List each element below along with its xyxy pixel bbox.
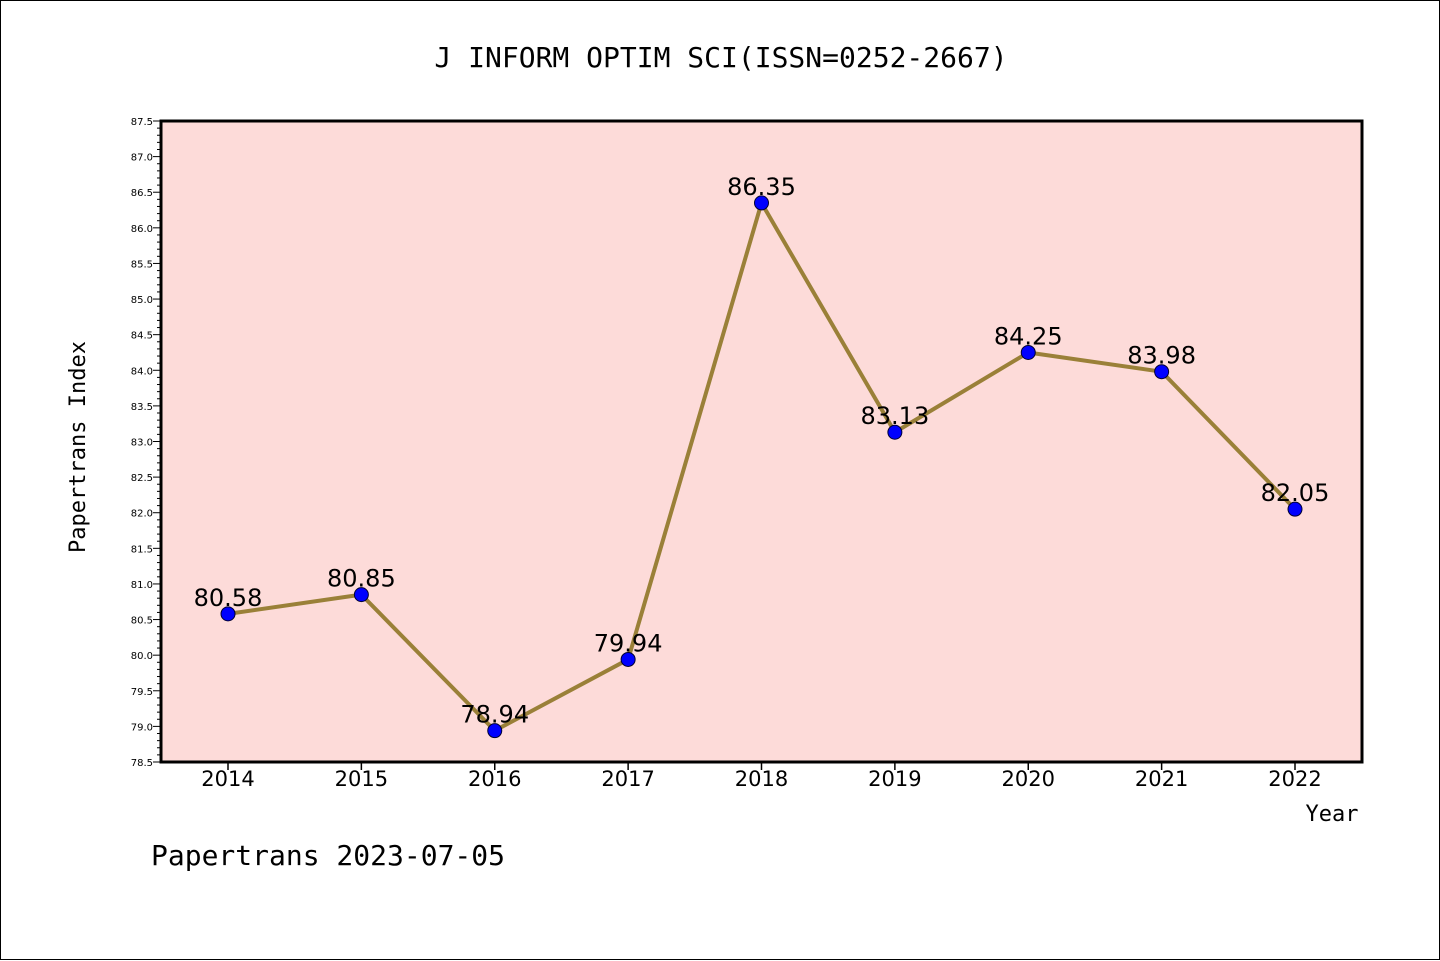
chart-title: J INFORM OPTIM SCI(ISSN=0252-2667) xyxy=(434,41,1007,74)
plot-border xyxy=(159,119,1364,764)
y-tick-label: 80.0 xyxy=(131,651,153,662)
data-label: 80.58 xyxy=(194,584,263,612)
data-point xyxy=(220,606,236,622)
x-tick-label: 2017 xyxy=(601,767,654,791)
data-point xyxy=(1020,344,1036,360)
y-tick-label: 79.5 xyxy=(131,687,153,698)
y-tick-label: 80.5 xyxy=(131,616,153,627)
data-label: 84.25 xyxy=(994,322,1063,350)
y-tick-label: 82.5 xyxy=(131,473,153,484)
x-tick-label: 2015 xyxy=(335,767,388,791)
y-tick-label: 81.0 xyxy=(131,580,153,591)
y-tick-label: 84.0 xyxy=(131,366,153,377)
data-point xyxy=(1287,501,1303,517)
data-point xyxy=(887,424,903,440)
x-tick-label: 2018 xyxy=(735,767,788,791)
y-tick-label: 79.0 xyxy=(131,722,153,733)
y-tick-label: 87.5 xyxy=(131,117,153,128)
y-tick-label: 78.5 xyxy=(131,758,153,769)
data-label: 86.35 xyxy=(727,173,796,201)
y-tick-label: 87.0 xyxy=(131,153,153,164)
y-tick-label: 85.0 xyxy=(131,295,153,306)
footer-note: Papertrans 2023-07-05 xyxy=(151,839,505,872)
y-tick-label: 81.5 xyxy=(131,544,153,555)
y-tick-label: 86.0 xyxy=(131,224,153,235)
data-label: 83.98 xyxy=(1127,342,1196,370)
x-tick-label: 2016 xyxy=(468,767,521,791)
y-tick-label: 85.5 xyxy=(131,259,153,270)
x-tick-label: 2022 xyxy=(1268,767,1321,791)
y-tick-label: 82.0 xyxy=(131,509,153,520)
data-labels: 80.58 80.85 78.94 79.94 86.35 83.13 84.25 83.98… xyxy=(194,173,1330,729)
x-tick-label: 2021 xyxy=(1135,767,1188,791)
data-point xyxy=(487,723,503,739)
data-points xyxy=(220,195,1303,739)
data-point xyxy=(620,651,636,667)
data-point xyxy=(754,195,769,211)
data-label: 82.05 xyxy=(1261,479,1330,507)
y-axis: 78.5 79.0 79.5 80.0 80.5 81.0 81.5 82.0 82.5 83.0… xyxy=(131,117,161,769)
y-tick-label: 86.5 xyxy=(131,188,153,199)
y-axis-label: Papertrans Index xyxy=(66,341,91,553)
data-point xyxy=(353,587,369,603)
data-label: 80.85 xyxy=(327,565,396,593)
x-tick-label: 2020 xyxy=(1002,767,1055,791)
plot-area xyxy=(161,121,1362,762)
y-tick-label: 83.5 xyxy=(131,402,153,413)
x-axis: 2014 2015 2016 2017 2018 2019 2020 2021 2022 xyxy=(201,762,1322,791)
data-label: 83.13 xyxy=(861,402,930,430)
data-label: 78.94 xyxy=(460,701,529,729)
x-tick-label: 2019 xyxy=(868,767,921,791)
x-tick-label: 2014 xyxy=(201,767,254,791)
y-tick-label: 83.0 xyxy=(131,438,153,449)
y-tick-label: 84.5 xyxy=(131,331,153,342)
x-axis-label: Year xyxy=(1306,802,1359,827)
data-label: 79.94 xyxy=(594,629,663,657)
data-point xyxy=(1154,364,1170,380)
